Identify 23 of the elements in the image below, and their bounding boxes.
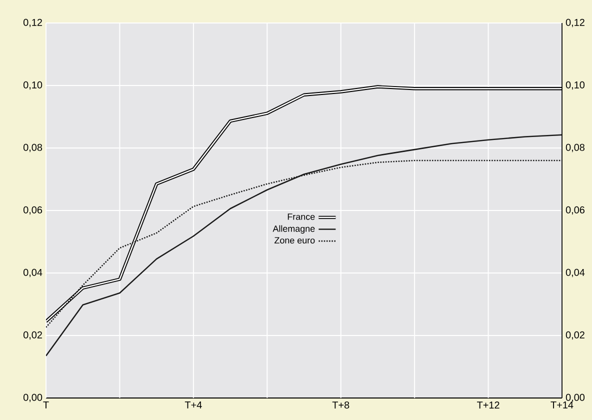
legend-label: Allemagne xyxy=(272,225,315,234)
y-tick-label: 0,06 xyxy=(23,206,42,215)
y-tick-label: 0,12 xyxy=(23,18,42,28)
y2-tick-label: 0,04 xyxy=(566,268,585,278)
line-series xyxy=(46,134,562,356)
x-tick-label: T xyxy=(43,402,49,408)
legend-label: France xyxy=(288,214,315,220)
x-tick-label: T+8 xyxy=(332,402,350,409)
y-tick-label: 0,04 xyxy=(23,268,42,278)
y2-tick-label: 0,08 xyxy=(566,144,584,152)
y-tick-label: 0,00 xyxy=(23,394,42,402)
y2-tick-label: 0,02 xyxy=(566,331,584,340)
x-tick-label: T+14 xyxy=(550,402,574,408)
y-tick-label: 0,10 xyxy=(23,81,42,90)
y-tick-label: 0,08 xyxy=(23,144,42,152)
x-tick-label: T+12 xyxy=(477,402,500,408)
y-tick-label: 0,02 xyxy=(23,331,42,340)
y2-tick-label: 0,12 xyxy=(566,18,584,28)
legend-label: Zone euro xyxy=(274,237,315,244)
y2-tick-label: 0,06 xyxy=(566,206,584,215)
y2-tick-label: 0,10 xyxy=(566,81,585,90)
y2-tick-label: 0,00 xyxy=(566,394,585,402)
x-tick-label: T+4 xyxy=(184,402,202,408)
